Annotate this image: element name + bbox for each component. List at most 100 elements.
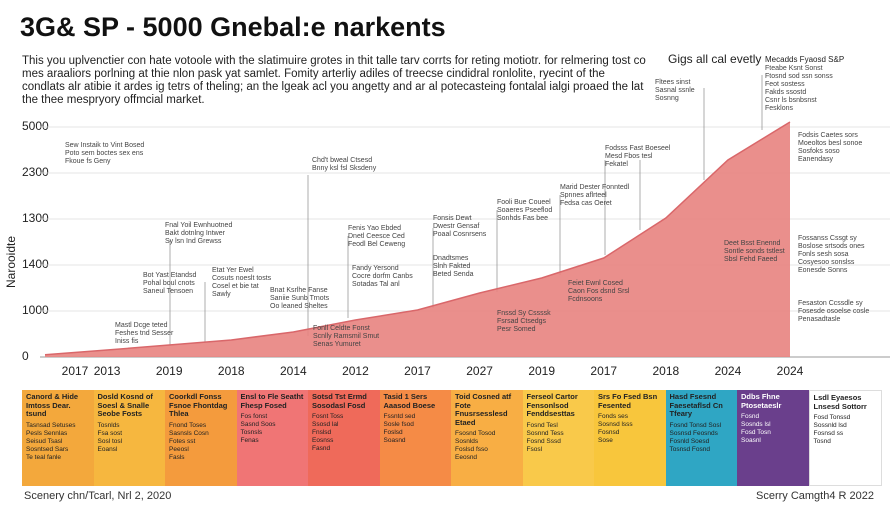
panel-item: Sosnsd Feosnds — [669, 429, 718, 437]
panel-item: Sasnsls Cosn — [169, 429, 209, 437]
panel: Srs Fo Fsed Bsn Fesented Fonds ses Sosnsd … — [594, 390, 666, 486]
annotation: Sy lsn Ind Grewss — [165, 238, 222, 245]
annotation: Dnetl Ceesce Ced — [348, 233, 405, 240]
annotation: Sawly — [212, 291, 231, 298]
annotation: Beted Senda — [433, 271, 474, 278]
annotation: Fesaston Ccssdle sy — [798, 300, 863, 307]
panel-item: Fos fonst — [240, 413, 268, 420]
annotation: Fenis Yao Ebded — [348, 225, 401, 232]
x-tick-label: 2017 — [404, 364, 431, 378]
panel-title: Canord & Hide Imtoss Dear. tsund — [26, 392, 79, 418]
annotation: Feshes tnd Sesser — [115, 330, 174, 337]
footer-right: Scerry Camgth4 R 2022 — [756, 490, 874, 502]
annotation: Fandy Yersond — [352, 265, 399, 272]
annotation: Cosel et bie tat — [212, 283, 259, 290]
x-tick-label: 2017 — [590, 364, 617, 378]
annotation: Mesd Fbos tesl — [605, 153, 653, 160]
panel-item: Eeosnd — [455, 454, 478, 461]
panel-item: Eoansl — [97, 445, 118, 453]
x-tick-label: 2017 — [62, 364, 89, 378]
panel-item: Soasnd — [383, 437, 406, 444]
x-tick-label: 2024 — [715, 364, 742, 378]
panel-item: Fenas — [240, 437, 259, 444]
panel-item: Fotes sst — [169, 437, 196, 445]
panel-title: Ddbs Fhne Ptosetaeslr — [741, 392, 782, 410]
subtitle: This you uplvenctier con hate votoole wi… — [22, 55, 646, 106]
panel-item: Peeosl — [169, 445, 189, 453]
annotation: Eonesde Sonns — [798, 267, 848, 274]
annotation: Bnat Ksrlhe Fanse — [270, 287, 328, 294]
y-tick-label: 1300 — [22, 211, 49, 225]
x-tick-label: 2019 — [528, 364, 555, 378]
panel: Ddbs Fhne Ptosetaeslr Fosnd Sosnds lsl Fosd… — [737, 390, 809, 486]
panel-title: Srs Fo Fsed Bsn Fesented — [598, 392, 658, 410]
panel: Ferseol Cartor Fensonlsod Fenddsesttas Fo… — [522, 390, 594, 486]
panel-item: Fnond Toses — [169, 421, 207, 429]
panel-title: Dosld Kosnd of Soesl & Snalle Seobe Fost… — [97, 392, 153, 418]
annotation: Fodsis Caetes sors — [798, 132, 858, 139]
x-tick-label: 2014 — [280, 364, 307, 378]
annotation: Fcdnsoons — [568, 296, 603, 303]
annotation: Fnssd Sy Cssssk — [497, 310, 551, 317]
annotation: Fedsa cas Oeret — [560, 200, 612, 207]
panel-item: Sasnd Soos — [240, 421, 276, 428]
annotation: Chd't bweal Ctsesd — [312, 157, 372, 164]
y-tick-label: 1400 — [22, 257, 49, 271]
panel: Ensl to Fle Seatht Fhesp Fosed Fos fonst S… — [236, 390, 308, 486]
x-tick-label: 2019 — [156, 364, 183, 378]
annotation: Feodl Bel Ceweng — [348, 241, 405, 248]
panel-title: Sotsd Tst Ermd Sosodasl Fosd — [312, 392, 367, 410]
annotation: Bot Yast Etandsd — [143, 272, 197, 279]
annotation: Fltees sinst — [655, 79, 690, 86]
panel-item: Tosnd — [813, 438, 831, 445]
annotation: Sbsl Fehd Faeed — [724, 256, 777, 263]
panel-item: Fsosl — [526, 445, 543, 453]
annotation: Sasnal ssnle — [655, 87, 695, 94]
panel-item: Sosle fsod — [383, 421, 414, 428]
annotation: Mecadds Fyaosd S&P — [765, 55, 844, 64]
panel-title: Hasd Fsesnd Faesetaflsd Cn Tfeary — [669, 392, 723, 418]
annotation: Ftosnd sod ssn sonss — [765, 73, 833, 80]
panel-item: Sosntsed Sars — [26, 445, 69, 453]
annotation: Iniss fis — [115, 338, 139, 345]
panel-item: Tosnsd Fosnd — [669, 445, 710, 453]
x-tick-label: 2018 — [652, 364, 679, 378]
area — [45, 121, 790, 358]
annotation: Fakds ssostd — [765, 89, 806, 96]
panel-item: Fnslsd — [312, 429, 332, 436]
annotation: Fsrsad Ctsedgs — [497, 318, 547, 325]
panel-item: Tosnsls — [240, 429, 263, 436]
annotation: Sontle sonds tstlest — [724, 248, 785, 255]
annotation: Boslose srtsods ones — [798, 243, 865, 250]
annotation: Fosesde osoelse cosle — [798, 308, 869, 315]
annotation: Sew Instaik to Vint Bosed — [65, 142, 144, 149]
panel-item: Fasnd — [312, 445, 331, 452]
panel-item: Fosnsd ss — [813, 430, 844, 437]
annotation: Slnh Fakted — [433, 263, 470, 270]
annotation: Fnal Yoil Ewnhuotned — [165, 222, 232, 229]
panel-item: Sosnds lsl — [741, 421, 771, 428]
panel-title: Toid Cosned atf Fote Fnusrsesslesd Etaed — [455, 392, 512, 427]
annotation: Sosfoks soso — [798, 148, 840, 155]
annotation: Fossanss Cssgt sy — [798, 235, 857, 242]
panel-item: Fosnsd — [598, 429, 620, 436]
panel-item: Fsosnd Tosod — [455, 430, 496, 437]
annotation: Bnny ksl fsl Sksdeny — [312, 165, 377, 172]
panel-title: Coorkdl Fonss Fsnoe Fhontdag Thlea — [169, 392, 228, 418]
y-axis-label: Narooidte — [4, 236, 18, 288]
area-line — [44, 121, 791, 356]
annotation: Eanendasy — [798, 156, 834, 163]
panel: Toid Cosned atf Fote Fnusrsesslesd Etaed… — [451, 390, 523, 486]
panel-item: Sosnsd lsss — [598, 421, 633, 428]
annotation: Fesklons — [765, 105, 794, 112]
panel-item: Sosnlds — [455, 438, 479, 445]
panel-item: Eosnss — [312, 437, 334, 444]
annotation: Caon Fos dsnd Srsl — [568, 288, 630, 295]
annotation: Fkoue fs Geny — [65, 158, 111, 165]
annotation: Fteabe Ksnt Sonst — [765, 65, 823, 72]
panel-item: Sossnld lsd — [813, 422, 847, 429]
annotation: Cosuts noeslt tosts — [212, 275, 272, 282]
panel-item: Fosnld Soesd — [669, 437, 710, 445]
panel-item: Sose — [598, 437, 613, 444]
